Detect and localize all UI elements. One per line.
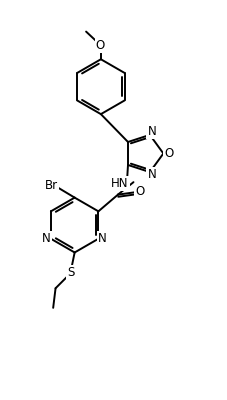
Text: S: S (67, 266, 74, 279)
Text: O: O (135, 185, 144, 198)
Text: N: N (42, 232, 51, 245)
Text: N: N (98, 232, 107, 245)
Text: O: O (163, 147, 173, 160)
Text: O: O (95, 39, 105, 52)
Text: N: N (147, 168, 155, 181)
Text: Br: Br (45, 179, 58, 192)
Text: HN: HN (111, 177, 128, 190)
Text: N: N (147, 125, 155, 138)
